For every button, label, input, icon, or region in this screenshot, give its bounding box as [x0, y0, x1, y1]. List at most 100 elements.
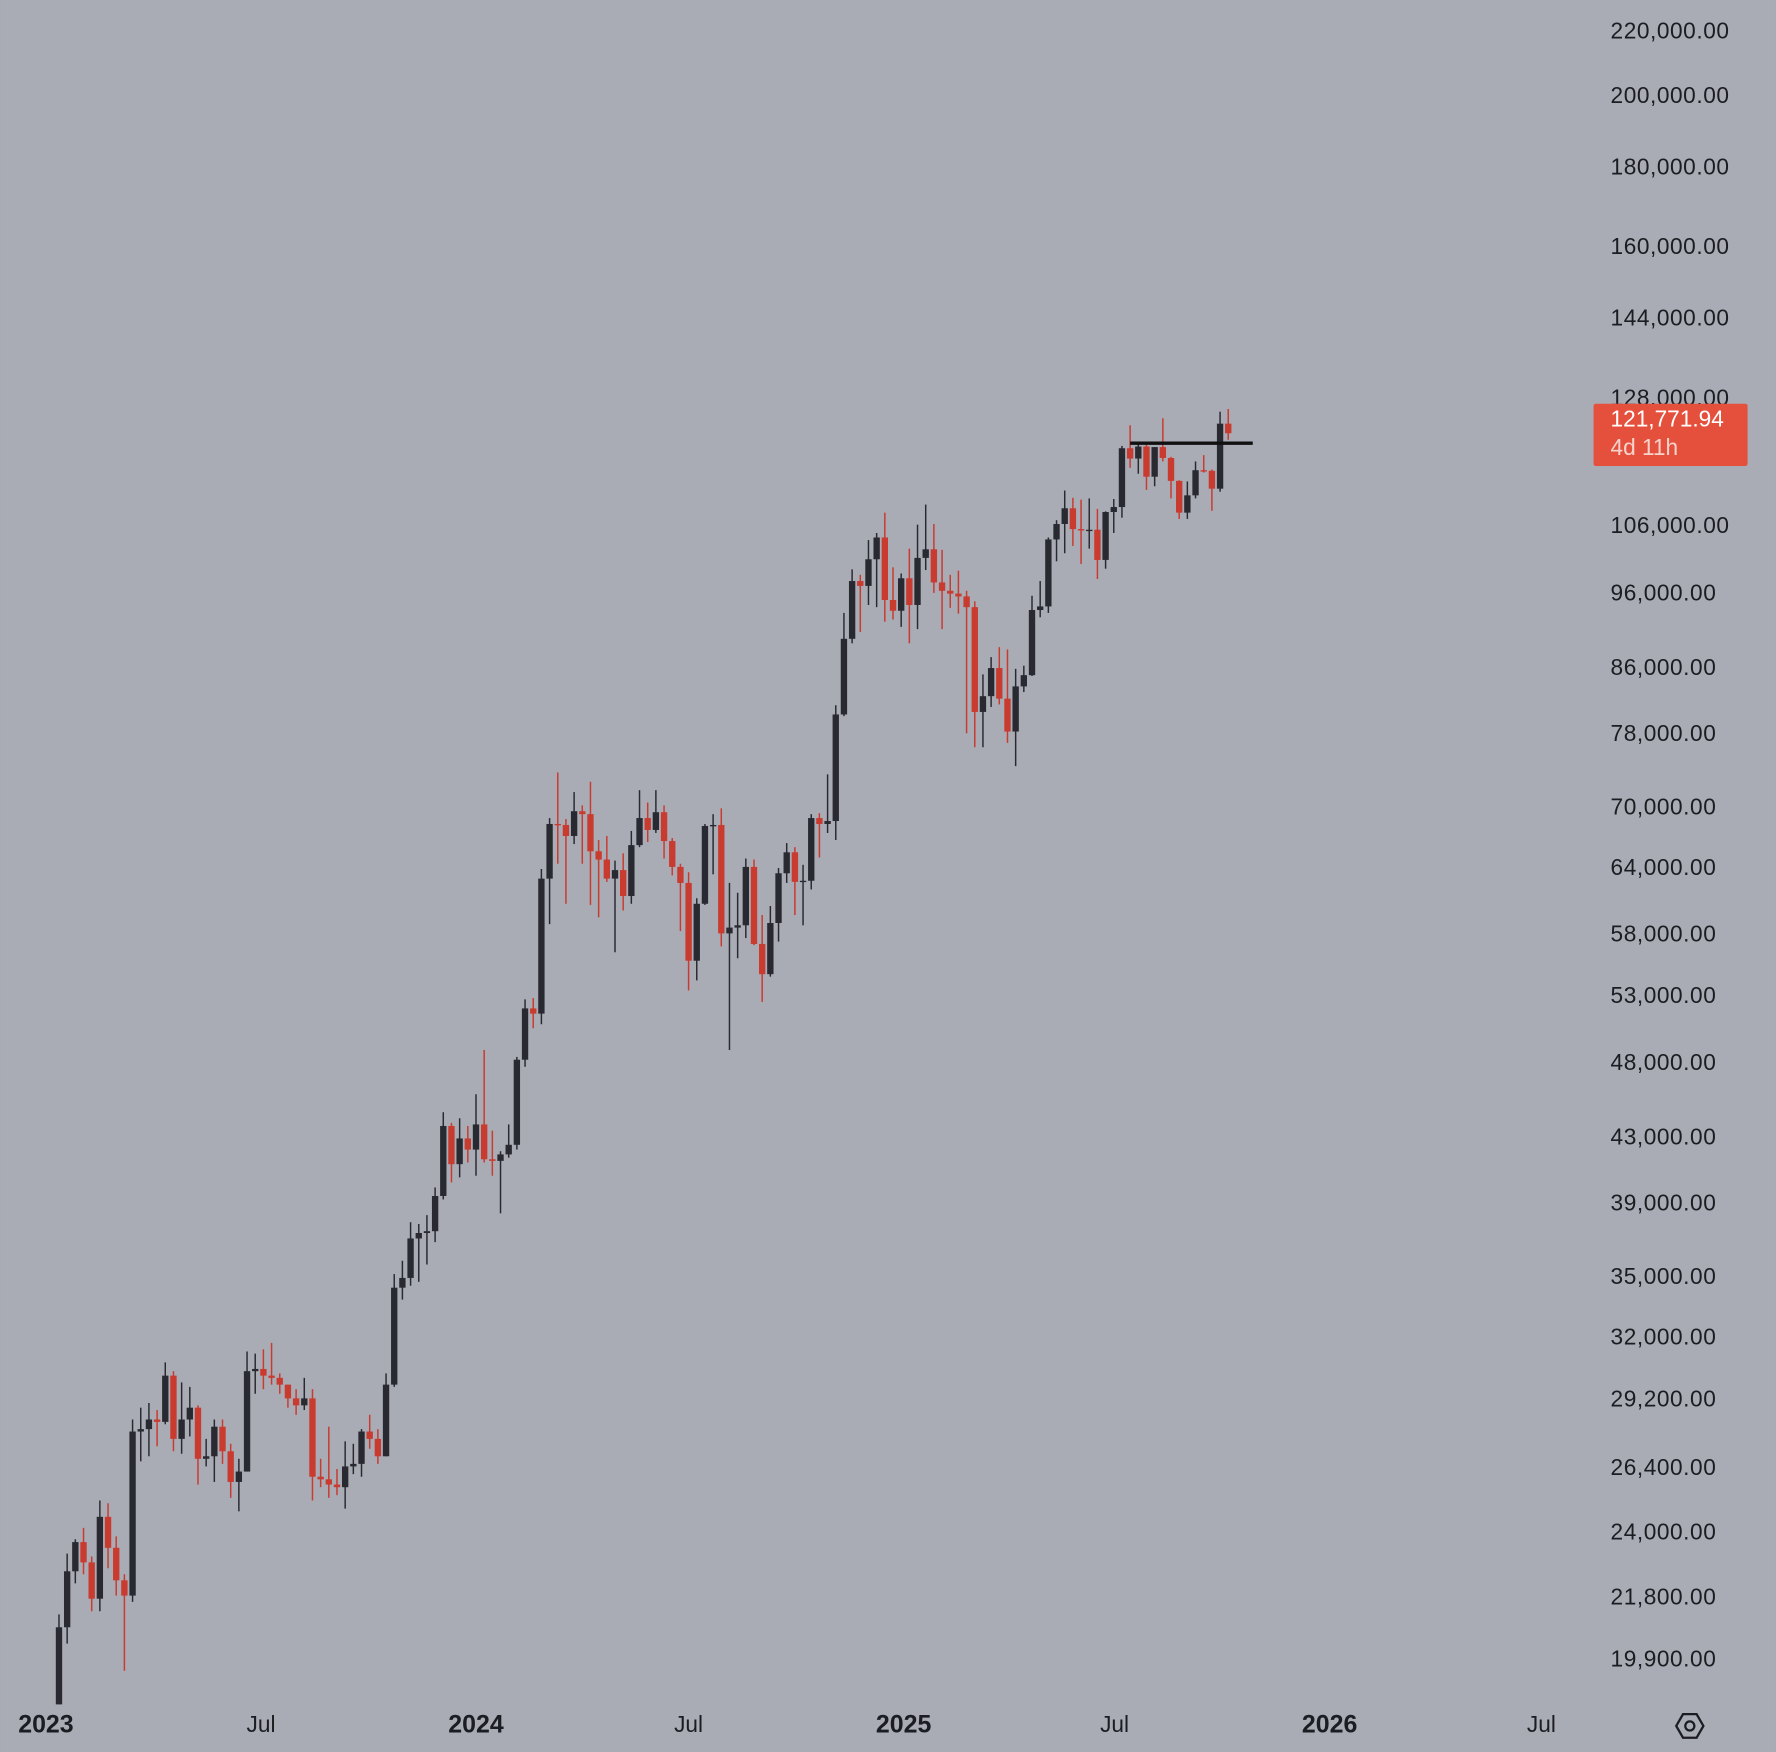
- y-tick-label: 53,000.00: [1611, 982, 1717, 1008]
- candle-body: [775, 873, 782, 923]
- candle-body: [1004, 698, 1011, 732]
- y-tick-label: 32,000.00: [1611, 1324, 1717, 1350]
- candle-body: [1012, 686, 1019, 732]
- candle-body: [693, 903, 700, 961]
- candle-body: [726, 927, 733, 934]
- candle-body: [1208, 470, 1216, 489]
- candle-body: [505, 1144, 512, 1155]
- candle-body: [628, 845, 635, 897]
- y-tick-label: 21,800.00: [1611, 1584, 1717, 1610]
- y-tick-label: 78,000.00: [1611, 720, 1717, 746]
- candle-body: [701, 825, 709, 904]
- candle-body: [881, 537, 888, 600]
- candle-body: [611, 870, 619, 879]
- countdown-label: 4d 11h: [1611, 434, 1679, 460]
- candle-body: [260, 1368, 267, 1376]
- candle-body: [987, 668, 995, 697]
- candle-body: [211, 1426, 218, 1457]
- candle-body: [72, 1542, 79, 1572]
- candle-body: [530, 1008, 537, 1014]
- candle-body: [521, 1008, 529, 1060]
- settings-icon[interactable]: [1674, 1713, 1705, 1739]
- candle-body: [415, 1233, 422, 1239]
- candle-body: [464, 1138, 471, 1150]
- candle-body: [366, 1431, 373, 1439]
- candle-body: [480, 1124, 488, 1160]
- candle-body: [865, 559, 872, 586]
- candle-body: [276, 1377, 283, 1385]
- candle-body: [399, 1277, 406, 1288]
- candle-body: [538, 878, 545, 1014]
- y-tick-label: 220,000.00: [1611, 17, 1730, 43]
- candle-body: [906, 578, 913, 605]
- candle-body: [440, 1125, 447, 1196]
- settings-hexagon[interactable]: [1674, 1713, 1705, 1739]
- y-tick-label: 48,000.00: [1611, 1049, 1717, 1075]
- candle-body: [121, 1580, 128, 1596]
- candle-body: [938, 582, 946, 591]
- candle-body: [80, 1542, 87, 1563]
- candle-body: [898, 578, 905, 611]
- candle-body: [252, 1368, 259, 1372]
- candle-body: [219, 1426, 226, 1452]
- x-tick-label: Jul: [674, 1711, 703, 1737]
- candle-body: [497, 1154, 504, 1161]
- candle-body: [268, 1375, 275, 1378]
- candle-body: [350, 1463, 357, 1467]
- candle-body: [333, 1484, 341, 1488]
- candle-body: [554, 823, 561, 826]
- candle-body: [153, 1419, 161, 1422]
- y-tick-label: 180,000.00: [1611, 153, 1730, 179]
- candle-body: [137, 1429, 144, 1432]
- candle-body: [325, 1479, 332, 1485]
- candle-body: [162, 1375, 169, 1422]
- candle-body: [889, 599, 897, 611]
- candle-body: [620, 870, 627, 897]
- candle-body: [186, 1407, 193, 1420]
- candle-body: [1020, 675, 1028, 687]
- candle-body: [1053, 523, 1060, 540]
- candle-body: [857, 581, 864, 586]
- candle-body: [317, 1476, 324, 1480]
- candle-body: [1159, 447, 1167, 458]
- candle-body: [808, 818, 815, 881]
- candle-body: [202, 1456, 210, 1459]
- candle-body: [767, 922, 774, 975]
- y-tick-label: 26,400.00: [1611, 1454, 1717, 1480]
- candle-body: [129, 1431, 136, 1596]
- candle-body: [1143, 446, 1150, 477]
- settings-dot[interactable]: [1684, 1720, 1696, 1732]
- candle-body: [922, 549, 929, 558]
- candle-body: [55, 1627, 63, 1705]
- candle-body: [1102, 512, 1109, 560]
- candle-body: [947, 590, 954, 594]
- candle-body: [1077, 529, 1085, 531]
- candle-body: [971, 607, 978, 712]
- candle-body: [579, 811, 586, 815]
- candle-body: [1126, 448, 1134, 459]
- candle-body: [145, 1419, 153, 1430]
- y-tick-label: 96,000.00: [1611, 579, 1717, 605]
- y-tick-label: 35,000.00: [1611, 1263, 1717, 1289]
- candle-body: [996, 668, 1003, 699]
- candle-body: [292, 1398, 300, 1406]
- y-tick-label: 86,000.00: [1611, 654, 1717, 680]
- candle-body: [791, 852, 799, 882]
- candle-body: [1094, 529, 1101, 560]
- candle-body: [570, 811, 578, 836]
- x-tick-label: 2024: [448, 1711, 504, 1739]
- candle-body: [816, 818, 823, 824]
- candle-body: [718, 824, 725, 934]
- candle-body: [685, 882, 692, 961]
- candle-body: [382, 1384, 390, 1457]
- candle-body: [96, 1516, 104, 1599]
- candle-body: [1118, 448, 1126, 508]
- candle-body: [423, 1231, 431, 1234]
- candle-body: [848, 581, 856, 639]
- candle-body: [1200, 470, 1207, 472]
- candle-body: [243, 1371, 251, 1472]
- y-tick-label: 19,900.00: [1611, 1645, 1717, 1671]
